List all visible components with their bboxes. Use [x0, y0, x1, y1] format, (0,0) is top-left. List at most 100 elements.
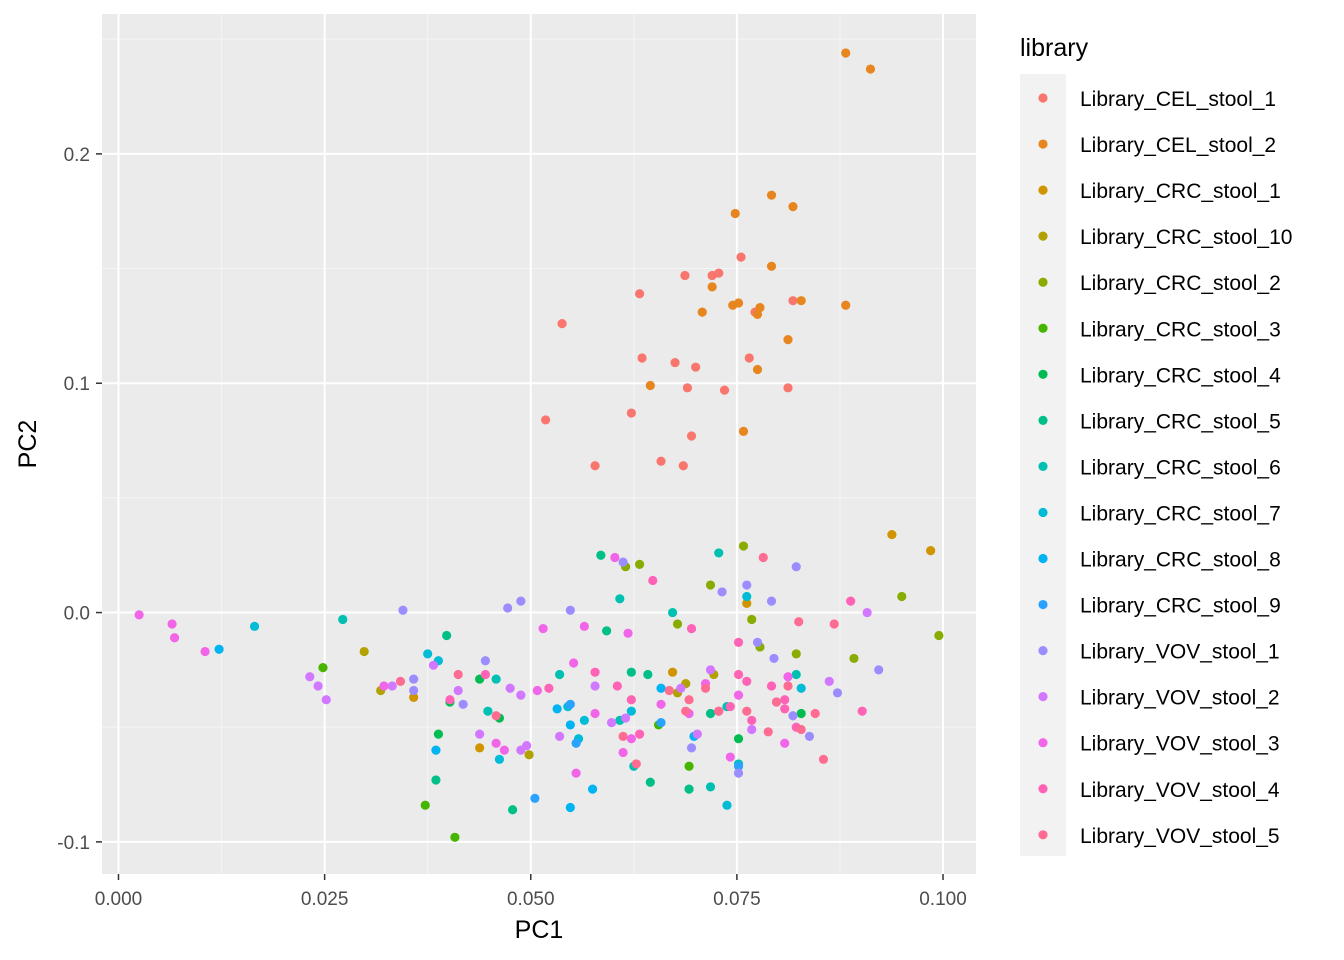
- x-axis-ticks: 0.000 0.025 0.050 0.075 0.100: [95, 874, 967, 910]
- data-point: [618, 557, 628, 567]
- data-point: [676, 683, 686, 693]
- data-point: [610, 552, 620, 563]
- legend-key: [1038, 646, 1048, 656]
- data-point: [788, 296, 798, 306]
- data-point: [631, 759, 641, 769]
- data-point: [318, 663, 328, 673]
- data-point: [832, 688, 843, 698]
- data-point: [398, 605, 408, 615]
- data-point: [214, 644, 224, 654]
- data-point: [733, 690, 744, 700]
- data-point: [796, 708, 806, 719]
- data-point: [705, 665, 716, 675]
- data-point: [681, 706, 691, 716]
- data-point: [503, 603, 513, 613]
- data-point: [643, 669, 653, 680]
- x-tick-label: 0.075: [713, 889, 761, 910]
- data-point: [602, 626, 612, 636]
- data-point: [491, 738, 501, 748]
- data-point: [606, 718, 617, 728]
- data-point: [516, 596, 526, 606]
- data-point: [590, 681, 600, 691]
- data-point: [730, 208, 740, 219]
- data-point: [791, 669, 801, 680]
- data-point: [634, 289, 645, 299]
- data-points: [134, 48, 944, 842]
- data-point: [705, 708, 716, 719]
- x-tick-label: 0.050: [507, 889, 555, 910]
- data-point: [321, 695, 331, 705]
- data-point: [742, 580, 752, 590]
- data-point: [714, 706, 724, 716]
- data-point: [420, 800, 430, 810]
- data-point: [618, 731, 628, 742]
- legend-key: [1038, 93, 1048, 103]
- data-point: [555, 731, 565, 742]
- legend-label: Library_CRC_stool_1: [1080, 180, 1281, 203]
- data-point: [475, 743, 485, 753]
- y-tick-label: -0.1: [57, 833, 90, 854]
- data-point: [453, 669, 463, 680]
- legend-key: [1038, 277, 1048, 287]
- data-point: [692, 729, 702, 739]
- data-point: [747, 614, 757, 625]
- data-point: [409, 674, 419, 684]
- data-point: [338, 614, 348, 625]
- data-point: [766, 596, 777, 606]
- data-point: [722, 800, 732, 810]
- legend-key: [1038, 323, 1048, 333]
- data-point: [733, 637, 744, 647]
- data-point: [824, 676, 834, 686]
- data-point: [656, 683, 666, 693]
- data-point: [796, 724, 806, 735]
- data-point: [428, 660, 439, 670]
- legend-label: Library_CRC_stool_3: [1080, 318, 1281, 341]
- data-point: [680, 270, 690, 281]
- legend-key: [1038, 738, 1048, 748]
- data-point: [733, 669, 744, 680]
- x-tick-label: 0.025: [301, 889, 349, 910]
- grid-major: [102, 14, 976, 874]
- plot-panel: [102, 14, 976, 874]
- data-point: [686, 743, 697, 753]
- data-point: [796, 296, 806, 306]
- data-point: [686, 624, 697, 634]
- data-point: [752, 637, 763, 647]
- data-point: [714, 548, 724, 558]
- data-point: [249, 621, 260, 631]
- data-point: [705, 580, 716, 590]
- data-point: [829, 619, 839, 629]
- legend-key: [1038, 599, 1048, 610]
- data-point: [442, 630, 452, 641]
- data-point: [409, 685, 419, 696]
- data-point: [648, 575, 658, 586]
- legend-label: Library_CRC_stool_8: [1080, 549, 1281, 572]
- data-point: [557, 319, 567, 329]
- data-point: [747, 715, 757, 725]
- data-point: [480, 669, 491, 680]
- data-point: [783, 383, 793, 393]
- data-point: [733, 761, 744, 771]
- legend-key: [1038, 369, 1048, 379]
- data-point: [857, 706, 867, 716]
- data-point: [742, 706, 752, 716]
- data-point: [700, 683, 711, 693]
- data-point: [565, 699, 575, 709]
- legend-key: [1038, 185, 1048, 195]
- data-point: [491, 711, 501, 721]
- data-point: [565, 605, 575, 615]
- data-point: [780, 695, 790, 705]
- data-point: [818, 754, 829, 764]
- data-point: [626, 695, 636, 705]
- legend-label: Library_CRC_stool_4: [1080, 364, 1281, 387]
- y-axis-ticks: -0.1 0.0 0.1 0.2: [57, 145, 102, 854]
- data-point: [714, 268, 724, 278]
- legend-key: [1038, 461, 1048, 471]
- data-point: [634, 729, 645, 739]
- data-point: [453, 685, 463, 696]
- data-point: [587, 784, 598, 794]
- data-point: [433, 729, 444, 739]
- data-point: [684, 761, 694, 771]
- data-point: [544, 683, 554, 693]
- data-point: [656, 456, 666, 466]
